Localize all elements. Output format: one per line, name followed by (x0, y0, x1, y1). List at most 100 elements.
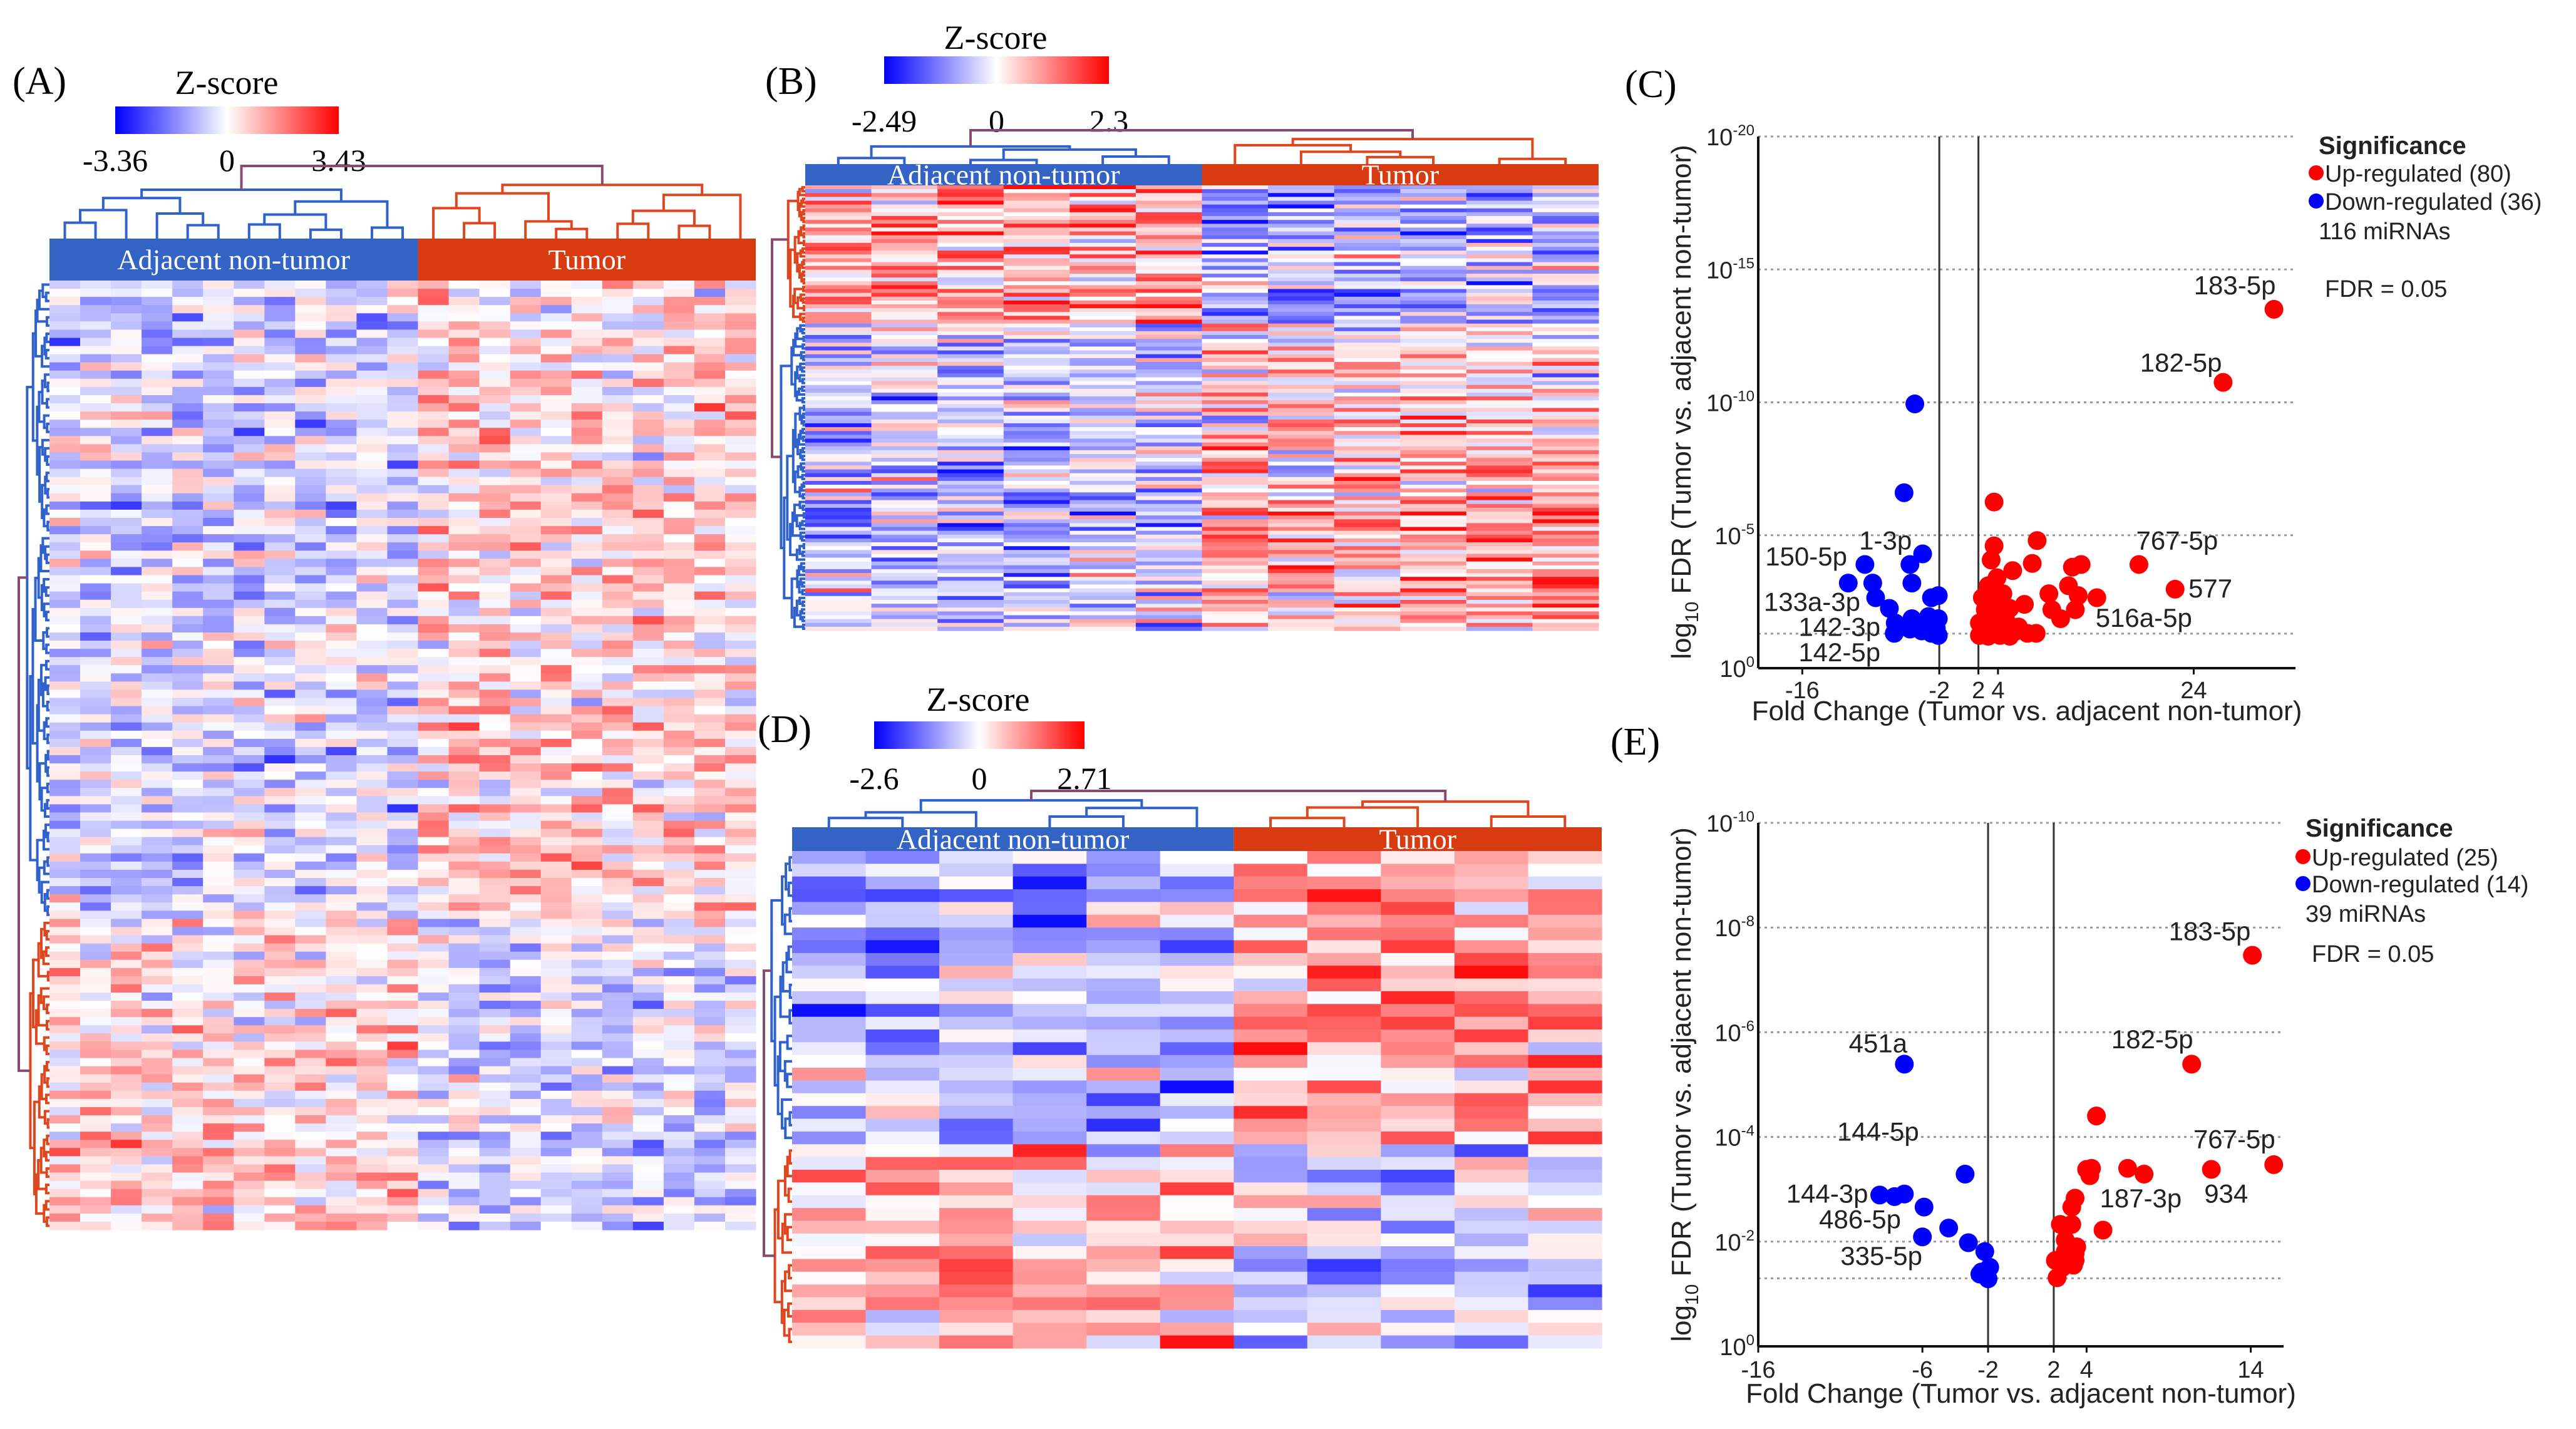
heatmap-cell (1012, 1246, 1087, 1260)
heatmap-cell (172, 837, 204, 846)
heatmap-cell (418, 1098, 450, 1108)
heatmap-cell (326, 780, 357, 788)
heatmap-cell (939, 927, 1014, 941)
heatmap-cell (234, 1025, 265, 1034)
heatmap-cell (663, 607, 695, 617)
heatmap-cell (725, 902, 756, 911)
heatmap-cell (1532, 438, 1599, 443)
group-bar-tumor (1202, 164, 1599, 185)
heatmap-cell (326, 616, 357, 625)
heatmap-cell (792, 1297, 867, 1311)
heatmap-cell (939, 1271, 1014, 1285)
heatmap-cell (111, 1213, 142, 1222)
heatmap-cell (1454, 1029, 1528, 1043)
heatmap-cell (1069, 611, 1136, 616)
heatmap-cell (387, 444, 419, 453)
heatmap-cell (234, 1197, 265, 1206)
heatmap-cell (111, 845, 142, 854)
heatmap-cell (203, 1074, 234, 1083)
heatmap-cell (448, 1197, 480, 1206)
heatmap-cell (111, 828, 142, 838)
heatmap-cell (632, 591, 664, 601)
heatmap-cell (725, 616, 756, 625)
heatmap-cell (203, 1140, 234, 1148)
heatmap-cell (1532, 262, 1599, 267)
heatmap-cell (172, 1025, 204, 1034)
heatmap-cell (510, 591, 542, 601)
heatmap-cell (387, 1205, 419, 1214)
heatmap-cell (1012, 1068, 1087, 1081)
heatmap-cell (1135, 312, 1203, 316)
heatmap-cell (1334, 300, 1401, 305)
heatmap-cell (725, 1213, 756, 1222)
heatmap-cell (264, 1148, 296, 1157)
heatmap-cell (540, 722, 572, 731)
heatmap-cell (510, 420, 542, 428)
colorbar-mid-label: 0 (972, 761, 987, 796)
heatmap-cell (418, 1115, 450, 1124)
heatmap-cell (49, 894, 81, 903)
heatmap-cell (1381, 1055, 1455, 1068)
heatmap-cell (264, 967, 296, 977)
heatmap-cell (49, 943, 81, 952)
heatmap-cell (1334, 350, 1401, 355)
heatmap-cell (172, 878, 204, 887)
heatmap-cell (694, 1001, 726, 1009)
heatmap-cell (111, 1140, 142, 1148)
heatmap-cell (1532, 503, 1599, 508)
heatmap-cell (510, 788, 542, 797)
heatmap-cell (356, 493, 388, 502)
heatmap-cell (1334, 296, 1401, 301)
heatmap-cell (172, 746, 204, 756)
heatmap-cell (939, 1042, 1014, 1056)
heatmap-cell (663, 1172, 695, 1182)
dendrogram-branch (44, 1150, 49, 1162)
heatmap-cell (1268, 550, 1335, 554)
heatmap-cell (326, 771, 357, 780)
heatmap-cell (387, 902, 419, 911)
heatmap-cell (540, 755, 572, 764)
heatmap-cell (937, 615, 1004, 620)
heatmap-cell (1135, 438, 1203, 443)
heatmap-cell (203, 788, 234, 797)
heatmap-cell (1135, 235, 1203, 240)
heatmap-cell (1003, 262, 1070, 267)
heatmap-cell (1202, 435, 1269, 440)
heatmap-cell (1307, 902, 1381, 916)
heatmap-cell (326, 738, 357, 748)
heatmap-cell (203, 976, 234, 985)
heatmap-cell (1466, 450, 1533, 455)
heatmap-cell (172, 1017, 204, 1026)
dendrogram-branch (788, 1264, 792, 1280)
heatmap-cell (387, 436, 419, 445)
heatmap-cell (234, 281, 265, 289)
heatmap-cell (805, 408, 872, 413)
heatmap-cell (142, 886, 173, 895)
heatmap-cell (1400, 565, 1467, 570)
group-bar-tumor (1234, 827, 1602, 851)
heatmap-cell (1400, 274, 1467, 278)
heatmap-cell (1400, 519, 1467, 524)
heatmap-cell (1307, 889, 1381, 903)
heatmap-cell (540, 378, 572, 388)
heatmap-cell (1268, 577, 1335, 581)
y-tick-base: 10 (1706, 257, 1733, 284)
heatmap-cell (448, 698, 480, 707)
heatmap-cell (1466, 561, 1533, 566)
heatmap-cell (1135, 258, 1203, 263)
heatmap-cell (805, 454, 872, 458)
heatmap-cell (694, 591, 726, 601)
heatmap-cell (871, 435, 938, 440)
heatmap-cell (694, 1050, 726, 1059)
heatmap-cell (510, 501, 542, 510)
heatmap-cell (725, 452, 756, 462)
dendrogram-branch (801, 623, 805, 630)
heatmap-cell (203, 1058, 234, 1067)
heatmap-cell (1135, 197, 1203, 202)
heatmap-cell (142, 362, 173, 371)
heatmap-cell (1334, 611, 1401, 616)
heatmap-cell (49, 649, 81, 658)
heatmap-cell (1268, 277, 1335, 282)
colorbar (874, 721, 1084, 749)
heatmap-cell (871, 289, 938, 294)
